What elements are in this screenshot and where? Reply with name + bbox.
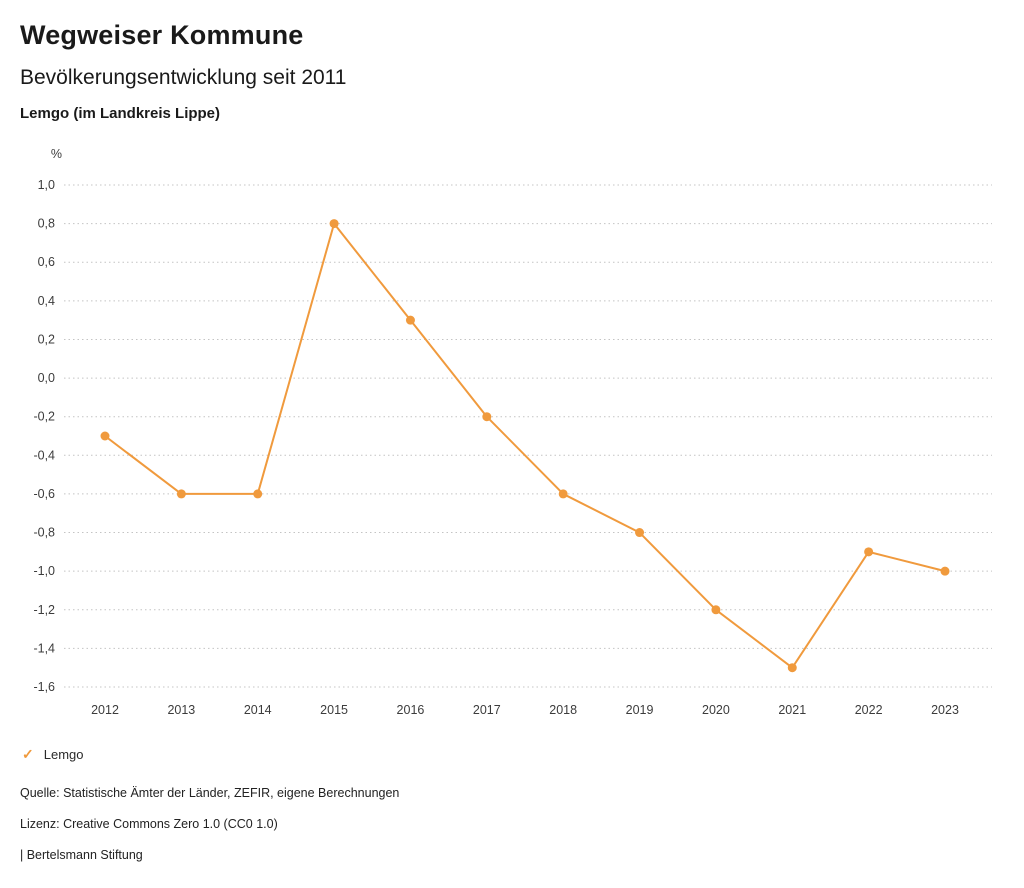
y-tick-label: 0,8 <box>38 217 55 231</box>
line-chart: % 1,0 0,8 0,6 0,4 0,2 0,0 -0,2 -0,4 -0,6 -0,8 -1,0 -… <box>0 140 1024 730</box>
y-tick-label: 1,0 <box>38 178 55 192</box>
x-tick-label: 2019 <box>626 703 654 717</box>
data-point[interactable] <box>253 489 263 499</box>
y-tick-label: 0,4 <box>38 294 55 308</box>
legend: ✓ Lemgo <box>22 746 83 763</box>
x-tick-label: 2018 <box>549 703 577 717</box>
data-point[interactable] <box>405 315 415 325</box>
y-tick-label: -0,8 <box>33 526 55 540</box>
y-tick-label: -1,4 <box>33 641 55 655</box>
data-point[interactable] <box>864 547 874 557</box>
chart-title: Bevölkerungsentwicklung seit 2011 <box>20 66 347 89</box>
source-text: Quelle: Statistische Ämter der Länder, Z… <box>20 786 400 800</box>
y-tick-label: 0,2 <box>38 332 55 346</box>
x-tick-label: 2014 <box>244 703 272 717</box>
data-point[interactable] <box>635 528 645 538</box>
x-tick-label: 2016 <box>397 703 425 717</box>
x-tick-label: 2023 <box>931 703 959 717</box>
y-tick-label: -1,6 <box>33 680 55 694</box>
chart-canvas: % 1,0 0,8 0,6 0,4 0,2 0,0 -0,2 -0,4 -0,6 -0,8 -1,0 -… <box>33 147 992 717</box>
y-tick-label: -0,6 <box>33 487 55 501</box>
check-icon: ✓ <box>22 746 34 762</box>
legend-label: Lemgo <box>43 747 84 762</box>
x-tick-label: 2015 <box>320 703 348 717</box>
data-point[interactable] <box>558 489 568 499</box>
x-tick-label: 2020 <box>702 703 730 717</box>
y-tick-label: -1,0 <box>33 564 55 578</box>
x-tick-label: 2021 <box>778 703 806 717</box>
x-tick-label: 2012 <box>91 703 119 717</box>
data-point[interactable] <box>940 566 950 576</box>
page-title: Wegweiser Kommune <box>20 20 304 50</box>
series-line <box>104 222 946 669</box>
y-tick-label: -1,2 <box>33 603 55 617</box>
x-tick-label: 2013 <box>167 703 195 717</box>
x-tick-label: 2022 <box>855 703 883 717</box>
region-title: Lemgo (im Landkreis Lippe) <box>20 105 221 122</box>
data-point[interactable] <box>482 412 492 422</box>
data-point[interactable] <box>787 663 797 673</box>
data-point[interactable] <box>711 605 721 615</box>
data-point[interactable] <box>176 489 186 499</box>
attribution-text: | Bertelsmann Stiftung <box>20 848 143 862</box>
y-tick-label: 0,0 <box>38 371 55 385</box>
legend-item-lemgo[interactable]: ✓ Lemgo <box>22 746 83 763</box>
data-point[interactable] <box>329 219 339 229</box>
data-point[interactable] <box>100 431 110 441</box>
license-text: Lizenz: Creative Commons Zero 1.0 (CC0 1… <box>20 817 278 831</box>
y-tick-label: -0,2 <box>33 410 55 424</box>
y-axis-unit: % <box>51 147 62 161</box>
y-tick-label: -0,4 <box>33 448 55 462</box>
x-tick-label: 2017 <box>473 703 501 717</box>
y-tick-label: 0,6 <box>38 255 55 269</box>
